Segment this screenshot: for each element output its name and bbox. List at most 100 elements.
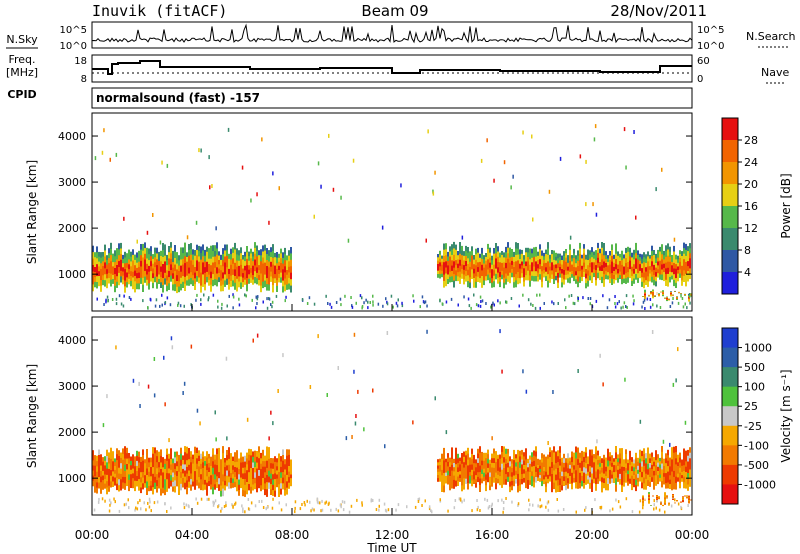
heatmap-speck — [537, 504, 539, 508]
heatmap-cell — [563, 462, 565, 468]
heatmap-cell — [649, 273, 651, 278]
heatmap-speck — [137, 501, 139, 505]
x-tick-label: 00:00 — [675, 528, 710, 542]
heatmap-cell — [481, 276, 483, 283]
heatmap-cell — [665, 468, 667, 474]
heatmap-cell — [202, 256, 204, 263]
heatmap-cell — [246, 452, 248, 459]
heatmap-cell — [583, 262, 585, 268]
heatmap-cell — [114, 473, 116, 478]
heatmap-cell — [535, 246, 537, 253]
heatmap-cell — [501, 469, 503, 477]
heatmap-speck — [104, 499, 106, 503]
heatmap-cell — [92, 277, 94, 285]
heatmap-cell — [667, 243, 669, 250]
heatmap-cell — [240, 259, 242, 266]
heatmap-cell — [593, 458, 595, 463]
heatmap-cell — [591, 277, 593, 283]
heatmap-cell — [238, 479, 240, 486]
heatmap-speck — [355, 301, 357, 305]
heatmap-cell — [625, 472, 627, 478]
heatmap-cell — [683, 275, 685, 282]
heatmap-speck — [644, 307, 646, 310]
heatmap-cell — [146, 253, 148, 259]
heatmap-cell — [439, 254, 441, 260]
heatmap-cell — [595, 255, 597, 261]
heatmap-cell — [567, 468, 569, 474]
heatmap-cell — [168, 283, 170, 290]
heatmap-cell — [110, 267, 112, 275]
heatmap-cell — [270, 468, 272, 475]
heatmap-cell — [663, 255, 665, 260]
heatmap-cell — [499, 262, 501, 268]
heatmap-cell — [651, 452, 653, 458]
heatmap-cell — [122, 476, 124, 484]
heatmap-cell — [593, 269, 595, 274]
heatmap-cell — [664, 493, 666, 497]
heatmap-cell — [471, 255, 473, 261]
heatmap-cell — [641, 477, 643, 483]
heatmap-cell — [232, 461, 234, 466]
heatmap-cell — [543, 259, 545, 264]
heatmap-cell — [445, 469, 447, 474]
heatmap-cell — [286, 270, 288, 276]
heatmap-speck — [384, 444, 386, 449]
heatmap-cell — [457, 481, 459, 486]
heatmap-cell — [599, 257, 601, 263]
heatmap-cell — [154, 252, 156, 258]
heatmap-cell — [160, 469, 162, 476]
heatmap-cell — [200, 453, 202, 460]
heatmap-speck — [532, 304, 534, 307]
heatmap-cell — [190, 266, 192, 273]
heatmap-cell — [675, 282, 677, 288]
heatmap-cell — [224, 244, 226, 251]
heatmap-cell — [124, 263, 126, 270]
heatmap-cell — [459, 247, 461, 255]
heatmap-cell — [609, 278, 611, 284]
heatmap-speck — [262, 506, 265, 509]
heatmap-cell — [682, 497, 684, 500]
heatmap-cell — [571, 478, 573, 484]
heatmap-cell — [160, 455, 162, 463]
heatmap-cell — [158, 256, 160, 262]
heatmap-speck — [320, 509, 322, 513]
heatmap-cell — [493, 472, 495, 478]
heatmap-cell — [579, 477, 581, 484]
heatmap-cell — [206, 482, 208, 490]
heatmap-cell — [575, 458, 577, 465]
heatmap-cell — [689, 458, 691, 465]
heatmap-speck — [214, 499, 217, 503]
heatmap-cell — [631, 276, 633, 282]
heatmap-cell — [459, 467, 461, 472]
heatmap-cell — [505, 257, 507, 264]
heatmap-cell — [198, 477, 200, 483]
heatmap-cell — [232, 469, 234, 475]
heatmap-cell — [226, 267, 228, 274]
heatmap-cell — [180, 265, 182, 273]
heatmap-cell — [471, 475, 473, 481]
heatmap-cell — [595, 452, 597, 460]
heatmap-cell — [443, 268, 445, 276]
heatmap-cell — [545, 466, 547, 473]
heatmap-cell — [649, 481, 651, 487]
heatmap-cell — [220, 259, 222, 266]
heatmap-cell — [194, 477, 196, 484]
heatmap-cell — [210, 284, 212, 292]
heatmap-cell — [609, 260, 611, 265]
heatmap-speck — [384, 508, 387, 512]
heatmap-cell — [653, 255, 655, 261]
heatmap-cell — [587, 460, 589, 465]
heatmap-cell — [569, 457, 571, 462]
heatmap-speck — [185, 503, 188, 507]
heatmap-speck — [655, 506, 657, 510]
heatmap-cell — [174, 271, 176, 279]
heatmap-cell — [603, 473, 605, 479]
heatmap-cell — [182, 270, 184, 277]
heatmap-cell — [116, 483, 118, 491]
heatmap-speck — [101, 150, 104, 155]
heatmap-cell — [290, 467, 292, 472]
heatmap-speck — [445, 430, 448, 435]
heatmap-cell — [679, 477, 681, 484]
